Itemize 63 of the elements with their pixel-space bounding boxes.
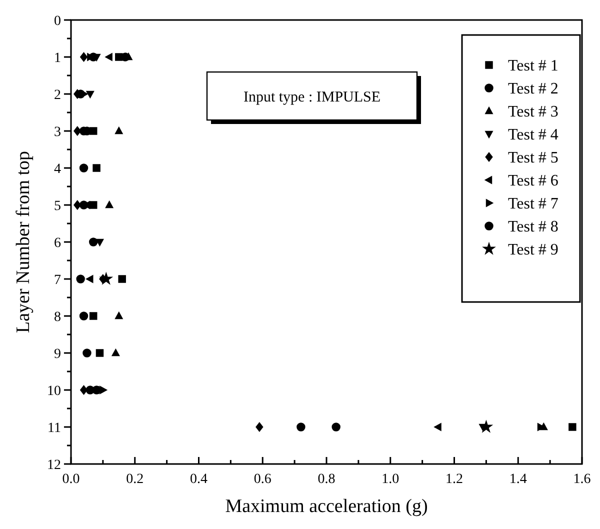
legend-label: Test # 1	[508, 58, 558, 75]
point	[332, 422, 340, 432]
point	[80, 52, 88, 62]
point	[96, 349, 104, 357]
y-tick-label: 7	[54, 272, 61, 288]
point	[118, 275, 126, 283]
legend-label: Test # 3	[508, 104, 558, 121]
legend-label: Test # 2	[508, 80, 558, 98]
x-tick-label: 0.8	[318, 472, 336, 487]
annotation: Input type : IMPULSE	[243, 89, 381, 106]
point	[79, 312, 88, 320]
point	[296, 422, 306, 432]
point	[100, 386, 108, 394]
y-tick-label: 11	[48, 420, 61, 436]
legend-label: Test # 5	[508, 150, 558, 167]
point	[568, 423, 576, 431]
point	[256, 422, 264, 432]
point	[79, 200, 88, 210]
y-tick-label: 6	[54, 236, 61, 251]
point	[114, 126, 124, 134]
legend-label: Test # 4	[508, 126, 558, 144]
point	[479, 420, 494, 433]
x-tick-label: 1.6	[573, 472, 591, 487]
point	[86, 90, 94, 99]
y-tick-label: 2	[54, 88, 61, 103]
x-tick-label: 0.0	[62, 472, 80, 487]
point	[105, 200, 114, 208]
point	[104, 52, 112, 62]
point	[114, 311, 124, 320]
point	[80, 384, 88, 396]
point	[111, 348, 120, 356]
legend-label: Test # 8	[508, 218, 558, 236]
point	[79, 164, 88, 172]
y-axis-title: Layer Number from top	[13, 150, 34, 334]
point	[86, 274, 94, 284]
x-tick-label: 0.4	[190, 472, 208, 487]
x-tick-label: 1.2	[446, 472, 463, 487]
y-tick-label: 4	[54, 162, 61, 177]
legend-label: Test # 9	[508, 242, 558, 259]
x-tick-label: 1.0	[382, 472, 400, 487]
x-axis-title: Maximum acceleration (g)	[225, 496, 428, 517]
y-tick-label: 12	[47, 458, 61, 473]
x-tick-label: 1.4	[509, 472, 527, 487]
y-tick-label: 3	[54, 124, 61, 140]
y-tick-label: 1	[54, 50, 61, 66]
point	[99, 272, 114, 285]
point	[89, 312, 98, 320]
x-tick-label: 0.2	[126, 472, 144, 487]
point	[76, 274, 85, 284]
point	[434, 422, 442, 432]
legend-label: Test # 7	[508, 196, 558, 213]
y-tick-label: 8	[54, 310, 61, 325]
point	[92, 164, 100, 172]
point	[89, 201, 98, 209]
point	[88, 238, 98, 246]
y-tick-label: 5	[54, 198, 61, 214]
legend-label: Test # 6	[508, 172, 558, 190]
point	[95, 238, 104, 247]
y-tick-label: 10	[47, 384, 61, 399]
y-tick-label: 9	[54, 346, 61, 362]
x-tick-label: 0.6	[254, 472, 272, 487]
y-tick-label: 0	[54, 14, 61, 29]
point	[82, 348, 92, 358]
